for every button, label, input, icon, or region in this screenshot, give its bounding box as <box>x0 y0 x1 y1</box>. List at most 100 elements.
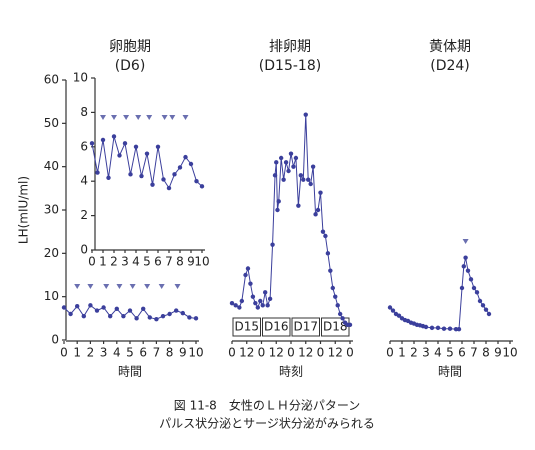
x-tick-label: 6 <box>458 346 466 360</box>
data-point <box>318 190 323 195</box>
data-point <box>313 212 318 217</box>
data-point <box>281 177 286 182</box>
series-line <box>91 136 203 190</box>
data-point <box>328 268 333 273</box>
x-tick-label: 2 <box>87 346 95 360</box>
y-tick-label: 0 <box>80 243 88 257</box>
x-tick-label: 12 <box>328 346 343 360</box>
x-tick-label: 9 <box>179 346 187 360</box>
data-point <box>325 251 331 256</box>
data-point <box>172 172 177 177</box>
x-tick-label: 8 <box>482 346 490 360</box>
day-label: D17 <box>293 320 318 334</box>
x-tick-label: 3 <box>100 346 108 360</box>
data-point <box>315 207 321 213</box>
data-point <box>296 203 301 208</box>
pulse-marker <box>116 284 123 289</box>
pulse-marker <box>182 115 189 120</box>
data-point <box>141 306 146 311</box>
x-tick-label: 8 <box>176 255 184 269</box>
x-tick-label: 0 <box>60 346 68 360</box>
data-point <box>272 173 278 178</box>
x-tick-label: 1 <box>398 346 406 360</box>
pulse-marker <box>135 115 142 120</box>
data-point <box>167 311 172 317</box>
x-tick-label: 0 <box>386 346 394 360</box>
data-point <box>166 185 172 191</box>
y-tick-label: 2 <box>80 208 88 222</box>
data-point <box>468 277 474 282</box>
pulse-marker <box>87 284 94 289</box>
data-point <box>276 199 281 204</box>
data-point <box>144 151 150 156</box>
data-point <box>459 285 465 291</box>
y-tick-label: 10 <box>44 289 59 303</box>
data-point <box>133 144 139 149</box>
data-point <box>68 311 73 317</box>
x-tick-label: 9 <box>494 346 502 360</box>
data-point <box>471 285 477 291</box>
data-point <box>75 304 80 309</box>
data-point <box>237 305 242 310</box>
data-point <box>177 165 183 170</box>
x-tick-label: 3 <box>121 255 129 269</box>
x-axis-label: 時間 <box>438 365 462 379</box>
data-point <box>320 229 326 234</box>
data-point <box>134 316 139 321</box>
data-point <box>233 303 238 308</box>
data-point <box>270 242 275 247</box>
x-tick-label: 6 <box>139 346 147 360</box>
data-point <box>94 308 100 313</box>
data-point <box>150 182 155 187</box>
day-label: D15 <box>234 320 259 334</box>
data-point <box>187 315 192 320</box>
data-point <box>89 141 95 146</box>
x-tick-label: 1 <box>73 346 81 360</box>
panel-subtitle: (D15-18) <box>259 58 321 74</box>
y-axis-label: LH(mIU/ml) <box>17 176 31 244</box>
pulse-marker <box>462 239 469 244</box>
x-tick-label: 4 <box>132 255 140 269</box>
data-point <box>283 160 289 165</box>
data-point <box>308 181 313 187</box>
x-tick-label: 5 <box>126 346 134 360</box>
panel-subtitle: (D6) <box>115 58 146 74</box>
data-point <box>303 112 308 117</box>
data-point <box>483 307 489 312</box>
data-point <box>265 303 270 308</box>
data-point <box>278 155 284 161</box>
data-point <box>310 164 316 169</box>
data-point <box>253 300 258 306</box>
y-tick-label: 20 <box>44 246 59 260</box>
x-tick-label: 0 <box>228 346 236 360</box>
data-point <box>474 290 480 295</box>
x-tick-label: 7 <box>470 346 478 360</box>
pulse-marker <box>129 284 136 289</box>
pulse-marker <box>100 115 106 120</box>
x-tick-label: 2 <box>110 255 118 269</box>
data-point <box>250 294 256 299</box>
x-tick-label: 9 <box>187 255 195 269</box>
data-point <box>88 303 93 308</box>
data-point <box>429 325 435 331</box>
data-point <box>61 305 67 310</box>
pulse-marker <box>174 284 181 289</box>
day-box <box>291 317 320 337</box>
data-point <box>114 306 120 311</box>
panel-subtitle: (D24) <box>430 58 470 74</box>
x-tick-label: 6 <box>154 255 162 269</box>
data-point <box>194 179 199 184</box>
data-point <box>335 303 340 308</box>
x-tick-label: 10 <box>194 255 209 269</box>
x-axis-label: 時間 <box>118 365 142 379</box>
x-tick-label: 5 <box>143 255 151 269</box>
x-tick-label: 8 <box>166 346 174 360</box>
x-tick-label: 0 <box>287 346 295 360</box>
y-tick-label: 40 <box>44 159 59 173</box>
x-tick-label: 7 <box>165 255 173 269</box>
data-point <box>274 160 279 165</box>
caption: 図 11-8 女性のＬＨ分泌パターン <box>174 398 360 413</box>
data-point <box>95 170 100 175</box>
data-point <box>435 325 441 331</box>
